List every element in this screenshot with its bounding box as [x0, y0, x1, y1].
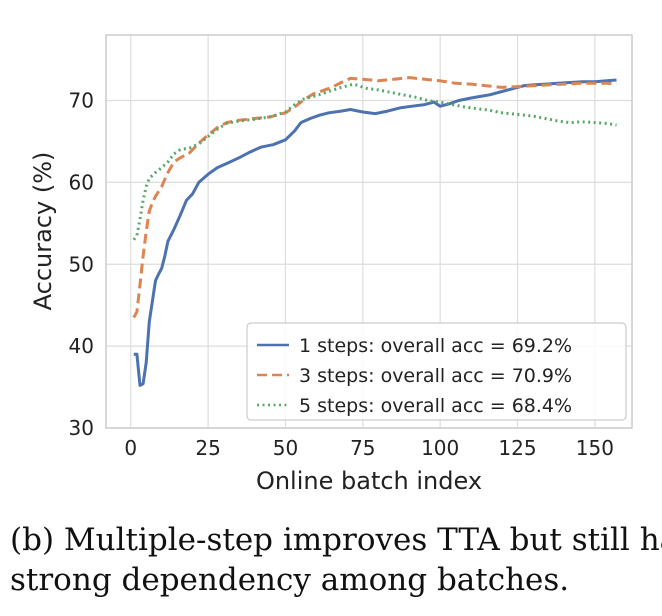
legend-label-3: 5 steps: overall acc = 68.4%	[299, 395, 572, 417]
y-tick-label: 30	[69, 416, 94, 440]
x-tick-label: 25	[195, 436, 220, 460]
x-tick-label: 75	[350, 436, 375, 460]
y-tick-label: 40	[69, 334, 94, 358]
caption-line-2: strong dependency among batches.	[10, 562, 570, 598]
x-tick-label: 50	[273, 436, 298, 460]
legend-items: 1 steps: overall acc = 69.2% 3 steps: ove…	[257, 335, 572, 417]
series-line-1	[133, 78, 617, 387]
x-tick-label: 0	[124, 436, 137, 460]
x-tick-label: 100	[421, 436, 459, 460]
series-lines	[132, 76, 617, 387]
accuracy-line-chart: 0 25 50 75 100 125 150 30 40 50 60 70 Online batch…	[29, 34, 633, 495]
y-tick-labels: 30 40 50 60 70	[69, 89, 94, 441]
y-tick-label: 60	[69, 170, 94, 194]
legend-label-2: 3 steps: overall acc = 70.9%	[299, 365, 572, 387]
x-axis-label: Online batch index	[256, 467, 482, 495]
plot-area-frame	[105, 34, 633, 429]
y-tick-label: 70	[69, 89, 94, 113]
x-tick-label: 125	[498, 436, 536, 460]
y-axis-label: Accuracy (%)	[29, 152, 57, 311]
y-tick-label: 50	[69, 252, 94, 276]
caption-line-1: (b) Multiple-step improves TTA but still…	[10, 522, 662, 558]
legend-label-1: 1 steps: overall acc = 69.2%	[299, 335, 572, 357]
figure-caption: (b) Multiple-step improves TTA but still…	[10, 520, 662, 600]
legend: 1 steps: overall acc = 69.2% 3 steps: ove…	[246, 322, 627, 421]
x-tick-label: 150	[576, 436, 614, 460]
x-tick-labels: 0 25 50 75 100 125 150	[124, 436, 614, 460]
legend-frame	[246, 322, 627, 421]
